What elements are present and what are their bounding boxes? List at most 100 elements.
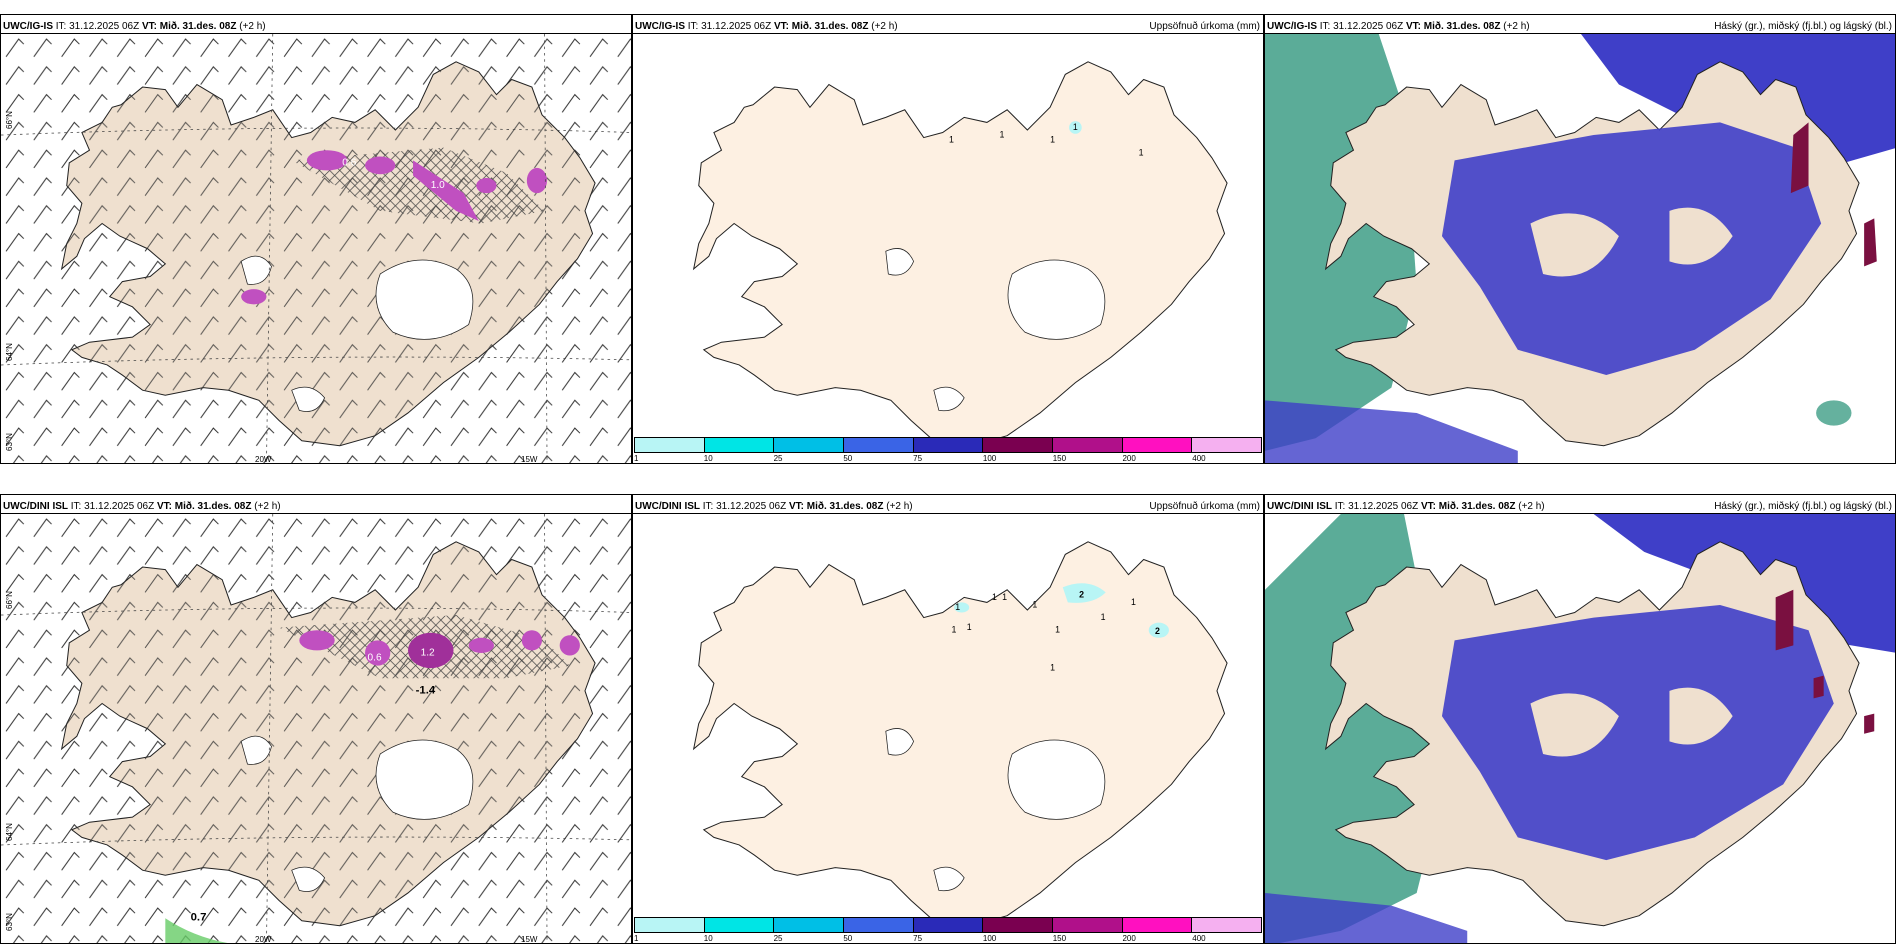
precip-marker: 1 <box>955 602 960 612</box>
it-label: IT: 31.12.2025 06Z <box>55 21 140 32</box>
wind-map: 1.0 0.6 <box>1 33 631 463</box>
lead-label: (+2 h) <box>254 501 281 512</box>
colorbar-label: 100 <box>982 454 997 463</box>
colorbar-label: 10 <box>703 454 713 463</box>
lat-label-64: 64°N <box>5 343 14 361</box>
panel-cloud-row1: UWC/IG-IS IT: 31.12.2025 06Z VT: Mið. 31… <box>1264 14 1896 464</box>
model-name: UWC/IG-IS <box>3 21 53 32</box>
lat-label-64: 64°N <box>5 823 14 841</box>
panel-title: UWC/DINI ISL IT: 31.12.2025 06Z VT: Mið.… <box>1267 501 1545 512</box>
it-label: IT: 31.12.2025 06Z <box>70 501 155 512</box>
panel-wind-row2: UWC/DINI ISL IT: 31.12.2025 06Z VT: Mið.… <box>0 494 632 944</box>
value-label: -1.4 <box>416 684 436 696</box>
colorbar-box <box>913 438 984 452</box>
colorbar-box <box>774 438 845 452</box>
colorbar-box <box>844 918 914 932</box>
vt-label: VT: Mið. 31.des. 08Z <box>141 21 237 32</box>
colorbar-boxes <box>634 437 1262 453</box>
vt-label: VT: Mið. 31.des. 08Z <box>156 501 252 512</box>
colorbar-boxes <box>634 917 1262 933</box>
precip-marker: 1 <box>1050 135 1055 145</box>
colorbar: 1 10 25 50 75 100 150 200 400 <box>633 917 1263 943</box>
vt-label: VT: Mið. 31.des. 08Z <box>1420 501 1516 512</box>
precip-marker: 1 <box>949 135 954 145</box>
colorbar-box <box>844 438 914 452</box>
precip-marker: 1 <box>1000 130 1005 140</box>
colorbar-label: 25 <box>773 934 783 943</box>
precip-marker: 1 <box>1055 625 1060 635</box>
colorbar-box <box>983 438 1054 452</box>
lead-label: (+2 h) <box>239 21 266 32</box>
lat-label-63: 63°N <box>5 913 14 931</box>
colorbar-label: 25 <box>773 454 783 463</box>
precip-marker: 1 <box>967 622 972 632</box>
cloud-map <box>1265 513 1895 943</box>
colorbar-label: 400 <box>1192 934 1206 943</box>
panel-cloud-row2: UWC/DINI ISL IT: 31.12.2025 06Z VT: Mið.… <box>1264 494 1896 944</box>
colorbar-label: 75 <box>913 454 923 463</box>
colorbar-box <box>704 918 775 932</box>
colorbar-label: 150 <box>1052 454 1067 463</box>
precip-title: Uppsöfnuð úrkoma (mm) <box>1149 501 1260 512</box>
precip-marker: 1 <box>1050 663 1055 673</box>
colorbar-label: 200 <box>1122 934 1136 943</box>
colorbar-label: 150 <box>1052 934 1067 943</box>
it-label: IT: 31.12.2025 06Z <box>1334 501 1419 512</box>
lon-label-20w: 20W <box>255 455 272 464</box>
lon-label-20w: 20W <box>255 935 272 944</box>
value-label: 1.2 <box>421 647 435 658</box>
lead-label: (+2 h) <box>1503 21 1530 32</box>
precip-marker: 1 <box>992 592 997 602</box>
colorbar-box <box>1053 438 1123 452</box>
colorbar: 1 10 25 50 75 100 150 200 400 <box>633 437 1263 463</box>
precip-marker: 2 <box>1079 589 1084 599</box>
precip-marker: 1 <box>1101 612 1106 622</box>
it-label: IT: 31.12.2025 06Z <box>687 21 772 32</box>
precip-marker: 1 <box>1073 122 1078 132</box>
precip-marker: 1 <box>1139 147 1144 157</box>
panel-precip-row1: UWC/IG-IS IT: 31.12.2025 06Z VT: Mið. 31… <box>632 14 1264 464</box>
panel-title: UWC/IG-IS IT: 31.12.2025 06Z VT: Mið. 31… <box>3 21 266 32</box>
lat-label-66: 66°N <box>5 591 14 609</box>
colorbar-label: 100 <box>982 934 997 943</box>
model-name: UWC/DINI ISL <box>635 501 700 512</box>
colorbar-label: 1 <box>634 454 639 463</box>
value-label: 0.6 <box>342 157 356 168</box>
colorbar-box <box>913 918 984 932</box>
colorbar-label: 400 <box>1192 454 1206 463</box>
lead-label: (+2 h) <box>1518 501 1545 512</box>
panel-title: UWC/IG-IS IT: 31.12.2025 06Z VT: Mið. 31… <box>1267 21 1530 32</box>
lon-label-15w: 15W <box>521 935 538 944</box>
vt-label: VT: Mið. 31.des. 08Z <box>773 21 869 32</box>
cloud-title: Háský (gr.), miðský (fj.bl.) og lágský (… <box>1714 21 1892 32</box>
cloud-map <box>1265 33 1895 463</box>
colorbar-box <box>1122 438 1193 452</box>
colorbar-box <box>1192 918 1262 932</box>
vt-label: VT: Mið. 31.des. 08Z <box>1405 21 1501 32</box>
colorbar-box <box>983 918 1054 932</box>
colorbar-label: 50 <box>843 934 853 943</box>
colorbar-box <box>1122 918 1193 932</box>
lon-label-15w: 15W <box>521 455 538 464</box>
model-name: UWC/IG-IS <box>1267 21 1317 32</box>
precip-marker: 2 <box>1155 626 1160 636</box>
colorbar-label: 50 <box>843 454 853 463</box>
colorbar-box <box>774 918 845 932</box>
cloud-title: Háský (gr.), miðský (fj.bl.) og lágský (… <box>1714 501 1892 512</box>
lead-label: (+2 h) <box>871 21 898 32</box>
panel-wind-row1: UWC/IG-IS IT: 31.12.2025 06Z VT: Mið. 31… <box>0 14 632 464</box>
panel-title: UWC/DINI ISL IT: 31.12.2025 06Z VT: Mið.… <box>635 501 913 512</box>
vt-label: VT: Mið. 31.des. 08Z <box>788 501 884 512</box>
colorbar-labels: 1 10 25 50 75 100 150 200 400 <box>634 454 1262 463</box>
colorbar-label: 200 <box>1122 454 1136 463</box>
panel-title: UWC/IG-IS IT: 31.12.2025 06Z VT: Mið. 31… <box>635 21 898 32</box>
it-label: IT: 31.12.2025 06Z <box>1319 21 1404 32</box>
colorbar-labels: 1 10 25 50 75 100 150 200 400 <box>634 934 1262 943</box>
colorbar-box <box>704 438 775 452</box>
value-label: 0.6 <box>368 653 382 664</box>
precip-marker: 1 <box>1002 592 1007 602</box>
model-name: UWC/DINI ISL <box>1267 501 1332 512</box>
precip-map: 1 1 1 1 1 1 1 1 1 1 2 2 <box>633 513 1263 943</box>
colorbar-box <box>635 918 705 932</box>
wind-map: -1.4 0.7 1.2 0.6 <box>1 513 631 943</box>
